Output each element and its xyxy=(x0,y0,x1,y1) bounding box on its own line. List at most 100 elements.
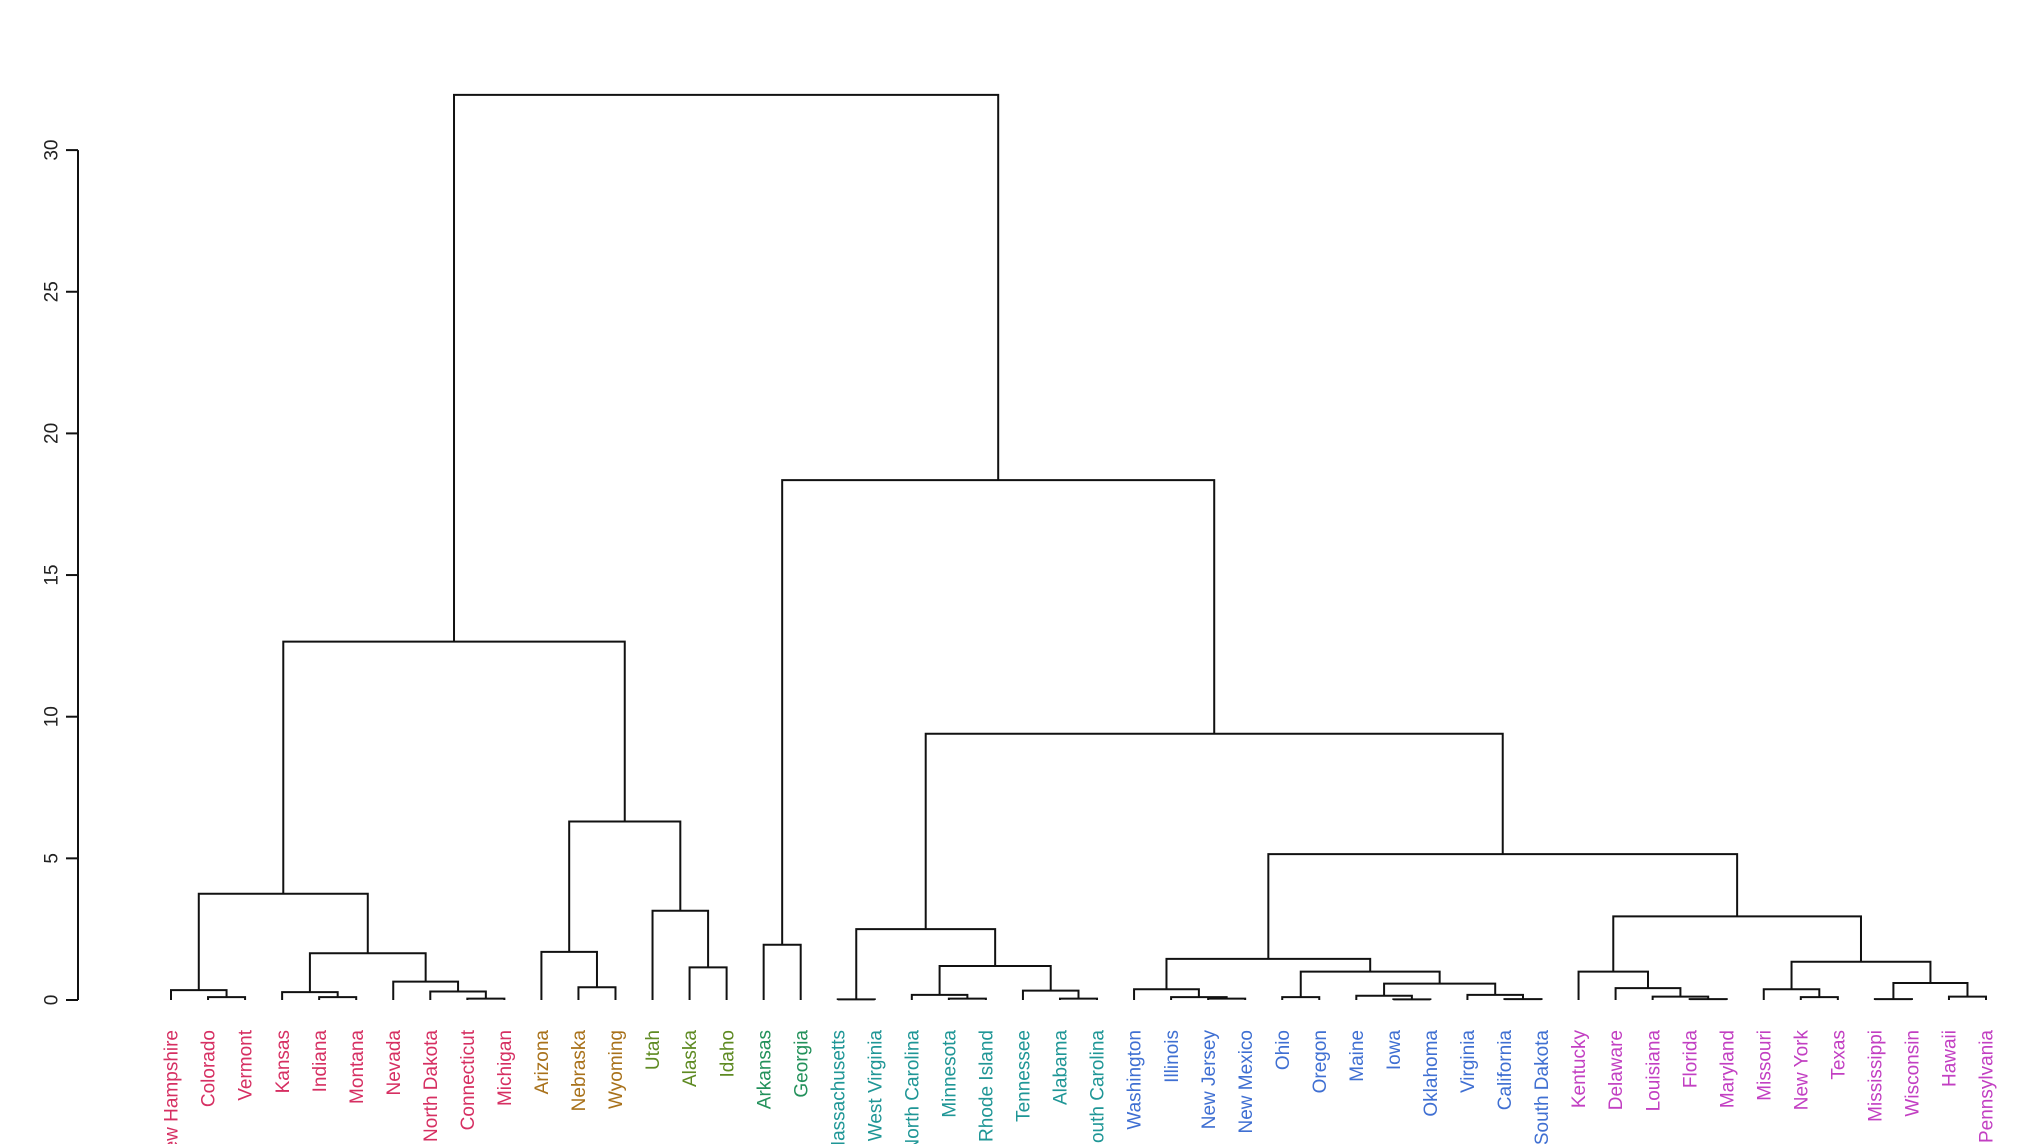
dendrogram-branch xyxy=(651,909,710,1000)
dendrogram-branch xyxy=(540,950,598,1000)
leaf-label: Massachusetts xyxy=(828,1030,849,1144)
leaf-label: Michigan xyxy=(495,1030,516,1106)
leaf-label: Maine xyxy=(1347,1030,1368,1082)
leaf-label: Wyoming xyxy=(606,1030,627,1109)
leaf-label: Arkansas xyxy=(754,1030,775,1109)
dendrogram-branch xyxy=(1466,993,1524,1000)
dendrogram-branch xyxy=(1058,997,1099,1000)
dendrogram-branch xyxy=(1281,996,1321,1000)
y-tick-label: 30 xyxy=(42,140,63,161)
leaf-label: Vermont xyxy=(236,1029,257,1100)
dendrogram-branch xyxy=(910,993,969,1000)
dendrogram-branch xyxy=(855,928,997,1000)
dendrogram-branch xyxy=(1873,998,1913,1001)
leaf-label: New Mexico xyxy=(1236,1030,1257,1133)
dendrogram-branch xyxy=(1133,988,1200,1000)
dendrogram-branch xyxy=(318,996,358,1000)
leaf-label: New York xyxy=(1791,1030,1812,1111)
leaf-label: Connecticut xyxy=(458,1029,479,1130)
dendrogram-branch xyxy=(466,997,506,1000)
leaf-labels: New Hampshire Colorado Vermont Kansas Indian… xyxy=(162,1029,1998,1144)
leaf-label: Virginia xyxy=(1458,1030,1479,1093)
leaf-label: Idaho xyxy=(717,1030,738,1078)
y-tick-label: 20 xyxy=(42,423,63,444)
y-axis-ticks: 0 5 10 15 20 25 30 xyxy=(42,140,78,1006)
leaf-label: Oregon xyxy=(1310,1030,1331,1093)
leaf-label: Rhode Island xyxy=(977,1030,998,1142)
leaf-label: Louisiana xyxy=(1643,1030,1664,1112)
dendrogram-branches xyxy=(170,93,1987,1001)
dendrogram-branch xyxy=(308,952,427,993)
leaf-label: Iowa xyxy=(1384,1030,1405,1071)
dendrogram-branch xyxy=(1392,998,1432,1001)
dendrogram-branch xyxy=(1799,996,1839,1000)
dendrogram-branch xyxy=(1267,853,1739,959)
leaf-label: Kansas xyxy=(273,1030,294,1093)
y-tick-label: 10 xyxy=(42,706,63,727)
dendrogram-branch xyxy=(1688,998,1728,1001)
leaf-label: South Dakota xyxy=(1532,1030,1553,1144)
leaf-label: North Dakota xyxy=(421,1030,442,1142)
leaf-label: Oklahoma xyxy=(1421,1030,1442,1117)
leaf-label: Wisconsin xyxy=(1903,1030,1924,1117)
leaf-label: Minnesota xyxy=(940,1030,961,1118)
leaf-label: Utah xyxy=(643,1030,664,1070)
dendrogram-branch xyxy=(1503,998,1543,1001)
leaf-label: Kentucky xyxy=(1569,1030,1590,1109)
leaf-label: New Hampshire xyxy=(162,1030,183,1144)
dendrogram-branch xyxy=(762,943,802,1000)
dendrogram-branch xyxy=(781,479,1216,945)
y-axis: 0 5 10 15 20 25 30 xyxy=(42,140,79,1006)
dendrogram-branch xyxy=(577,986,617,1000)
leaf-label: Texas xyxy=(1828,1030,1849,1080)
leaf-label: Georgia xyxy=(791,1030,812,1098)
leaf-label: Illinois xyxy=(1162,1030,1183,1083)
dendrogram-branch xyxy=(688,966,728,1000)
dendrogram-branch xyxy=(392,980,460,1000)
dendrogram-branch xyxy=(1577,970,1649,1000)
leaf-label: New Jersey xyxy=(1199,1030,1220,1130)
leaf-label: Delaware xyxy=(1606,1030,1627,1110)
y-tick-label: 0 xyxy=(42,995,63,1006)
leaf-label: North Carolina xyxy=(902,1030,923,1144)
dendrogram-branch xyxy=(170,989,228,1000)
leaf-label: West Virginia xyxy=(865,1030,886,1142)
dendrogram-branch xyxy=(947,997,987,1000)
leaf-label: Tennessee xyxy=(1014,1030,1035,1122)
dendrogram-branch xyxy=(453,93,1000,642)
dendrogram-branch xyxy=(207,996,247,1000)
dendrogram-branch xyxy=(281,991,339,1000)
y-tick-label: 5 xyxy=(42,853,63,864)
leaf-label: Arizona xyxy=(532,1030,553,1095)
dendrogram-branch xyxy=(1165,957,1372,990)
leaf-label: Nevada xyxy=(384,1030,405,1096)
leaf-label: Florida xyxy=(1680,1030,1701,1089)
leaf-label: Alabama xyxy=(1051,1030,1072,1105)
dendrogram-branch xyxy=(1790,960,1932,990)
dendrogram-branch xyxy=(924,732,1504,930)
dendrogram-branch xyxy=(197,892,369,991)
dendrogram-branch xyxy=(568,820,682,952)
leaf-label: Colorado xyxy=(199,1030,220,1107)
leaf-label: Mississippi xyxy=(1866,1030,1887,1122)
leaf-label: Ohio xyxy=(1273,1030,1294,1070)
leaf-label: Indiana xyxy=(310,1030,331,1093)
leaf-label: Washington xyxy=(1125,1030,1146,1130)
leaf-label: Montana xyxy=(347,1030,368,1104)
dendrogram-branch xyxy=(1612,915,1862,972)
dendrogram-branch xyxy=(282,640,626,894)
dendrogram-branch xyxy=(1614,987,1682,1000)
dendrogram-branch xyxy=(1383,982,1497,996)
y-tick-label: 15 xyxy=(42,564,63,585)
leaf-label: Alaska xyxy=(680,1030,701,1087)
y-tick-label: 25 xyxy=(42,281,63,302)
leaf-label: Pennsylvania xyxy=(1977,1030,1998,1143)
dendrogram-branch xyxy=(1762,988,1821,1000)
leaf-label: Hawaii xyxy=(1940,1030,1961,1087)
leaf-label: Maryland xyxy=(1717,1030,1738,1108)
leaf-label: Missouri xyxy=(1754,1030,1775,1101)
leaf-label: South Carolina xyxy=(1088,1030,1109,1144)
dendrogram-branch xyxy=(1947,995,1987,1000)
leaf-label: California xyxy=(1495,1030,1516,1111)
